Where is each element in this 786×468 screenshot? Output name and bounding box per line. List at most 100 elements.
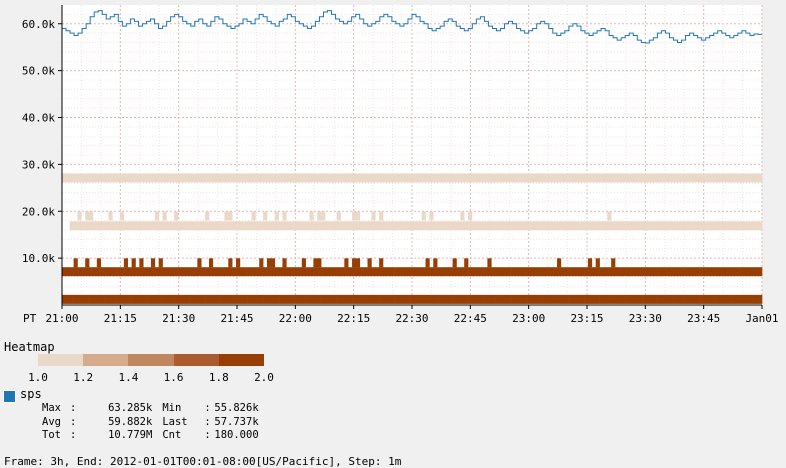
heatmap-cell	[417, 173, 422, 183]
heatmap-cell	[448, 294, 453, 304]
heatmap-cell	[243, 173, 248, 183]
heatmap-cell	[69, 294, 74, 304]
heatmap-cell	[557, 267, 562, 277]
heatmap-cell	[441, 221, 446, 231]
heatmap-cell	[205, 211, 210, 221]
heatmap-cell	[506, 173, 511, 183]
heatmap-cell	[680, 173, 685, 183]
heatmap-cell	[452, 267, 457, 277]
heatmap-cell	[464, 258, 469, 268]
heatmap-cell	[754, 294, 759, 304]
heatmap-cell	[703, 294, 709, 304]
heatmap-cell	[352, 294, 357, 304]
heatmap-cell	[255, 294, 260, 304]
heatmap-cell	[367, 294, 372, 304]
heatmap-cell	[305, 221, 310, 231]
heatmap-cell	[727, 267, 732, 277]
heatmap-cell	[224, 294, 229, 304]
heatmap-cell	[228, 211, 233, 221]
heatmap-cell	[181, 173, 187, 183]
heatmap-cell	[386, 267, 392, 277]
heatmap-cell	[587, 258, 593, 268]
heatmap-cell	[711, 221, 716, 231]
heatmap-cell	[112, 294, 117, 304]
heatmap-cell	[301, 294, 306, 304]
heatmap-cell	[642, 221, 647, 231]
heatmap-cell	[615, 173, 620, 183]
heatmap-cell	[754, 221, 759, 231]
heatmap-cell	[696, 294, 701, 304]
heatmap-cell	[251, 211, 256, 221]
heatmap-cell	[301, 173, 306, 183]
heatmap-cell	[638, 173, 643, 183]
heatmap-cell	[471, 221, 477, 231]
heatmap-cell	[96, 267, 101, 277]
heatmap-cell	[417, 221, 422, 231]
heatmap-cell	[502, 267, 508, 277]
heatmap-cell	[390, 173, 395, 183]
heatmap-cell	[510, 173, 515, 183]
heatmap-cell	[158, 173, 163, 183]
heatmap-cell	[607, 294, 612, 304]
heatmap-scale-tick: 1.0	[28, 371, 48, 384]
heatmap-cell	[518, 267, 523, 277]
heatmap-cell	[645, 173, 651, 183]
heatmap-cell	[452, 258, 457, 268]
heatmap-cell	[282, 267, 287, 277]
sps-series	[62, 10, 762, 44]
heatmap-cell	[108, 221, 113, 231]
heatmap-cell	[328, 294, 334, 304]
heatmap-cell	[398, 173, 403, 183]
heatmap-cell	[429, 221, 434, 231]
heatmap-cell	[263, 221, 268, 231]
x-tick-label: 22:30	[395, 312, 428, 325]
heatmap-cell	[688, 173, 693, 183]
heatmap-cell	[429, 294, 434, 304]
heatmap-cell	[270, 258, 276, 268]
heatmap-cell	[622, 173, 627, 183]
heatmap-cell	[750, 267, 755, 277]
heatmap-scale-swatch	[128, 354, 174, 366]
heatmap-cell	[645, 294, 651, 304]
heatmap-cell	[580, 294, 585, 304]
heatmap-cell	[243, 221, 248, 231]
heatmap-cell	[487, 258, 492, 268]
heatmap-cell	[634, 173, 639, 183]
heatmap-cell	[723, 221, 728, 231]
heatmap-cell	[344, 221, 349, 231]
heatmap-cell	[526, 173, 531, 183]
heatmap-cell	[150, 258, 156, 268]
heatmap-cell	[495, 267, 500, 277]
heatmap-cell	[278, 294, 283, 304]
heatmap-cell	[220, 294, 225, 304]
heatmap-cell	[421, 294, 426, 304]
heatmap-cell	[661, 267, 666, 277]
heatmap-cell	[266, 173, 272, 183]
heatmap-cell	[127, 221, 132, 231]
heatmap-cell	[514, 221, 519, 231]
heatmap-cell	[239, 294, 245, 304]
heatmap-cell	[348, 267, 353, 277]
heatmap-cell	[591, 221, 597, 231]
heatmap-cell	[553, 221, 558, 231]
heatmap-cell	[514, 294, 519, 304]
heatmap-cell	[653, 173, 658, 183]
heatmap-cell	[305, 294, 310, 304]
x-tick-label: 21:15	[104, 312, 137, 325]
heatmap-cell	[266, 267, 272, 277]
heatmap-cell	[676, 173, 682, 183]
heatmap-cell	[491, 267, 496, 277]
heatmap-cell	[120, 221, 125, 231]
heatmap-title: Heatmap	[4, 340, 55, 354]
heatmap-cell	[286, 294, 291, 304]
heatmap-cell	[580, 173, 585, 183]
heatmap-cell	[363, 221, 368, 231]
heatmap-cell	[143, 267, 148, 277]
heatmap-cell	[591, 173, 597, 183]
heatmap-cell	[510, 267, 515, 277]
heatmap-cell	[379, 211, 384, 221]
heatmap-cell	[487, 267, 492, 277]
heatmap-cell	[371, 294, 376, 304]
heatmap-cell	[406, 221, 411, 231]
heatmap-cell	[251, 173, 256, 183]
